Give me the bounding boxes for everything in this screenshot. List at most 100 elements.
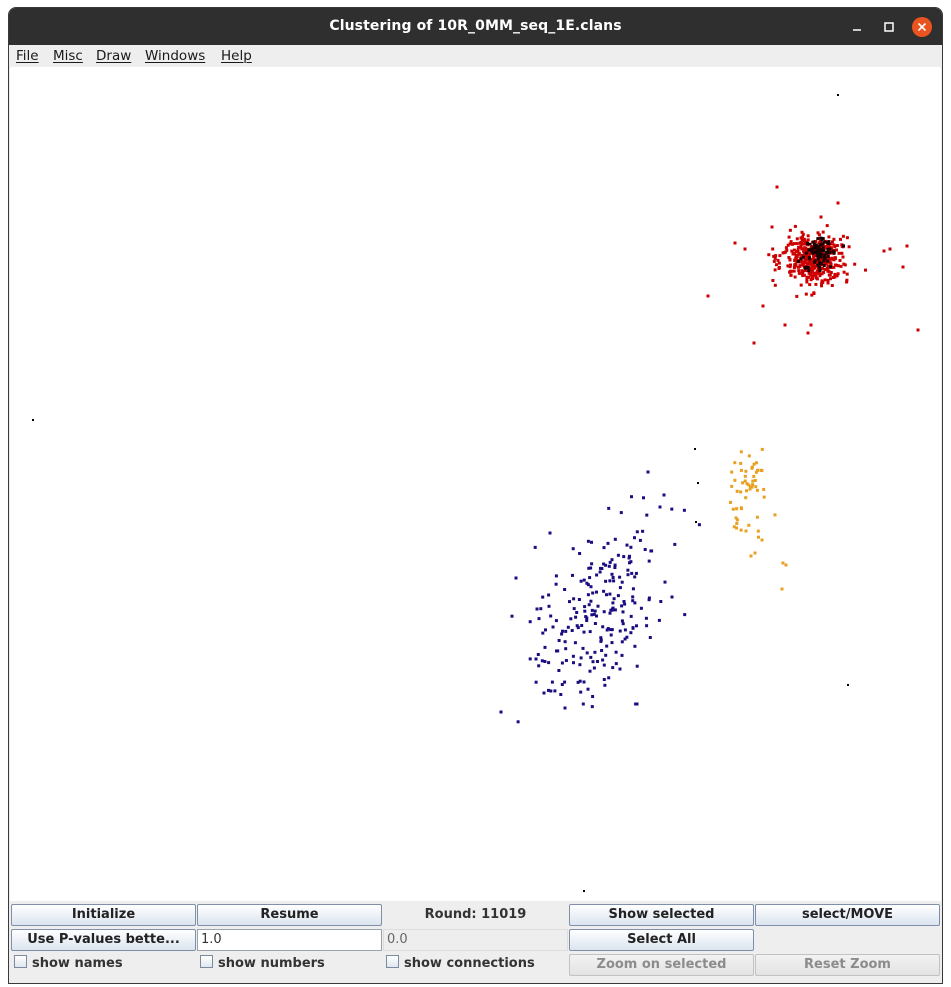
sequence-point[interactable] (803, 261, 807, 265)
sequence-point[interactable] (744, 496, 748, 500)
sequence-point[interactable] (570, 629, 574, 632)
sequence-point[interactable] (607, 676, 611, 680)
sequence-point[interactable] (745, 482, 749, 486)
sequence-point[interactable] (813, 265, 817, 268)
sequence-point[interactable] (614, 650, 618, 654)
sequence-point[interactable] (603, 683, 607, 687)
sequence-point[interactable] (816, 257, 820, 261)
sequence-point[interactable] (788, 242, 792, 246)
sequence-point[interactable] (602, 562, 606, 566)
sequence-point[interactable] (610, 641, 614, 645)
sequence-point[interactable] (806, 234, 810, 238)
sequence-point[interactable] (534, 657, 538, 661)
sequence-point[interactable] (663, 580, 667, 584)
sequence-point[interactable] (789, 263, 792, 267)
sequence-point[interactable] (580, 624, 584, 627)
sequence-point[interactable] (773, 268, 777, 272)
sequence-point[interactable] (576, 680, 580, 684)
sequence-point[interactable] (607, 506, 611, 510)
sequence-point[interactable] (613, 537, 617, 541)
sequence-point[interactable] (612, 597, 616, 601)
sequence-point[interactable] (730, 470, 734, 474)
sequence-point[interactable] (828, 247, 832, 251)
sequence-point[interactable] (826, 281, 830, 285)
sequence-point[interactable] (551, 625, 555, 629)
sequence-point[interactable] (613, 563, 617, 567)
sequence-point[interactable] (905, 244, 909, 248)
sequence-point[interactable] (648, 636, 652, 639)
sequence-point[interactable] (808, 272, 812, 276)
sequence-point[interactable] (832, 243, 836, 247)
sequence-point[interactable] (756, 468, 760, 472)
sequence-point[interactable] (817, 245, 821, 249)
sequence-point[interactable] (620, 604, 624, 608)
sequence-point[interactable] (735, 526, 739, 530)
sequence-point[interactable] (820, 281, 824, 285)
sequence-point[interactable] (633, 601, 637, 605)
sequence-point[interactable] (557, 639, 561, 642)
sequence-point[interactable] (635, 702, 639, 706)
sequence-point[interactable] (803, 250, 807, 254)
sequence-point[interactable] (810, 244, 814, 248)
sequence-point[interactable] (608, 560, 612, 564)
sequence-point[interactable] (762, 488, 766, 491)
sequence-point[interactable] (528, 657, 532, 661)
sequence-point[interactable] (534, 680, 538, 684)
sequence-point[interactable] (613, 608, 617, 612)
sequence-point[interactable] (645, 513, 649, 517)
sequence-point[interactable] (826, 264, 830, 268)
sequence-point[interactable] (633, 536, 636, 540)
sequence-point[interactable] (620, 640, 624, 644)
sequence-point[interactable] (759, 468, 763, 472)
sequence-point[interactable] (840, 243, 844, 247)
show-numbers-checkbox[interactable]: show numbers (200, 954, 325, 974)
sequence-point[interactable] (604, 579, 608, 583)
sequence-point[interactable] (792, 242, 796, 246)
sequence-point[interactable] (816, 252, 820, 256)
sequence-point[interactable] (543, 645, 547, 649)
sequence-point[interactable] (833, 245, 837, 249)
sequence-point[interactable] (809, 323, 813, 327)
sequence-point[interactable] (540, 659, 544, 663)
sequence-point[interactable] (808, 283, 812, 287)
sequence-point[interactable] (801, 269, 805, 273)
sequence-point[interactable] (801, 232, 805, 236)
sequence-point[interactable] (788, 265, 792, 269)
sequence-point[interactable] (807, 269, 811, 273)
sequence-point[interactable] (753, 551, 757, 555)
sequence-point[interactable] (835, 263, 839, 267)
sequence-point[interactable] (629, 545, 633, 549)
show-connections-checkbox[interactable]: show connections (386, 954, 535, 974)
sequence-point[interactable] (602, 663, 606, 667)
sequence-point[interactable] (631, 599, 635, 603)
sequence-point[interactable] (809, 278, 813, 282)
sequence-point[interactable] (799, 245, 803, 249)
sequence-point[interactable] (761, 304, 765, 308)
sequence-point[interactable] (830, 256, 834, 260)
sequence-point[interactable] (549, 689, 553, 693)
sequence-point[interactable] (803, 241, 807, 244)
sequence-point[interactable] (740, 507, 743, 511)
sequence-point[interactable] (735, 518, 739, 522)
sequence-point[interactable] (590, 608, 594, 612)
sequence-point[interactable] (608, 579, 612, 583)
sequence-point[interactable] (796, 248, 800, 252)
sequence-point[interactable] (606, 627, 610, 631)
sequence-point[interactable] (544, 628, 547, 632)
sequence-point[interactable] (621, 610, 625, 614)
sequence-point[interactable] (739, 461, 743, 465)
sequence-point[interactable] (599, 636, 603, 640)
sequence-point[interactable] (587, 603, 591, 607)
sequence-point[interactable] (575, 624, 579, 628)
sequence-point[interactable] (541, 631, 545, 635)
sequence-point[interactable] (639, 606, 643, 610)
sequence-point[interactable] (901, 265, 905, 269)
sequence-point[interactable] (571, 547, 575, 551)
sequence-point[interactable] (642, 496, 645, 500)
sequence-point[interactable] (791, 242, 794, 246)
sequence-point[interactable] (793, 275, 797, 279)
sequence-point[interactable] (798, 241, 802, 245)
sequence-point[interactable] (539, 607, 543, 611)
sequence-point[interactable] (813, 260, 816, 264)
sequence-point[interactable] (631, 595, 635, 599)
